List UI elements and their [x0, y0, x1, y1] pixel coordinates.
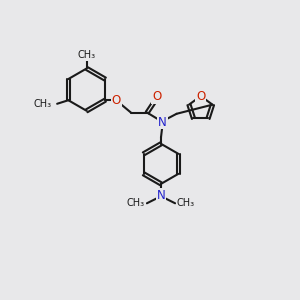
Text: CH₃: CH₃	[127, 198, 145, 208]
Text: O: O	[196, 90, 206, 103]
Text: O: O	[152, 90, 161, 103]
Text: O: O	[112, 94, 121, 107]
Text: N: N	[158, 116, 167, 128]
Text: CH₃: CH₃	[78, 50, 96, 60]
Text: N: N	[157, 189, 165, 202]
Text: CH₃: CH₃	[177, 198, 195, 208]
Text: CH₃: CH₃	[34, 99, 52, 109]
